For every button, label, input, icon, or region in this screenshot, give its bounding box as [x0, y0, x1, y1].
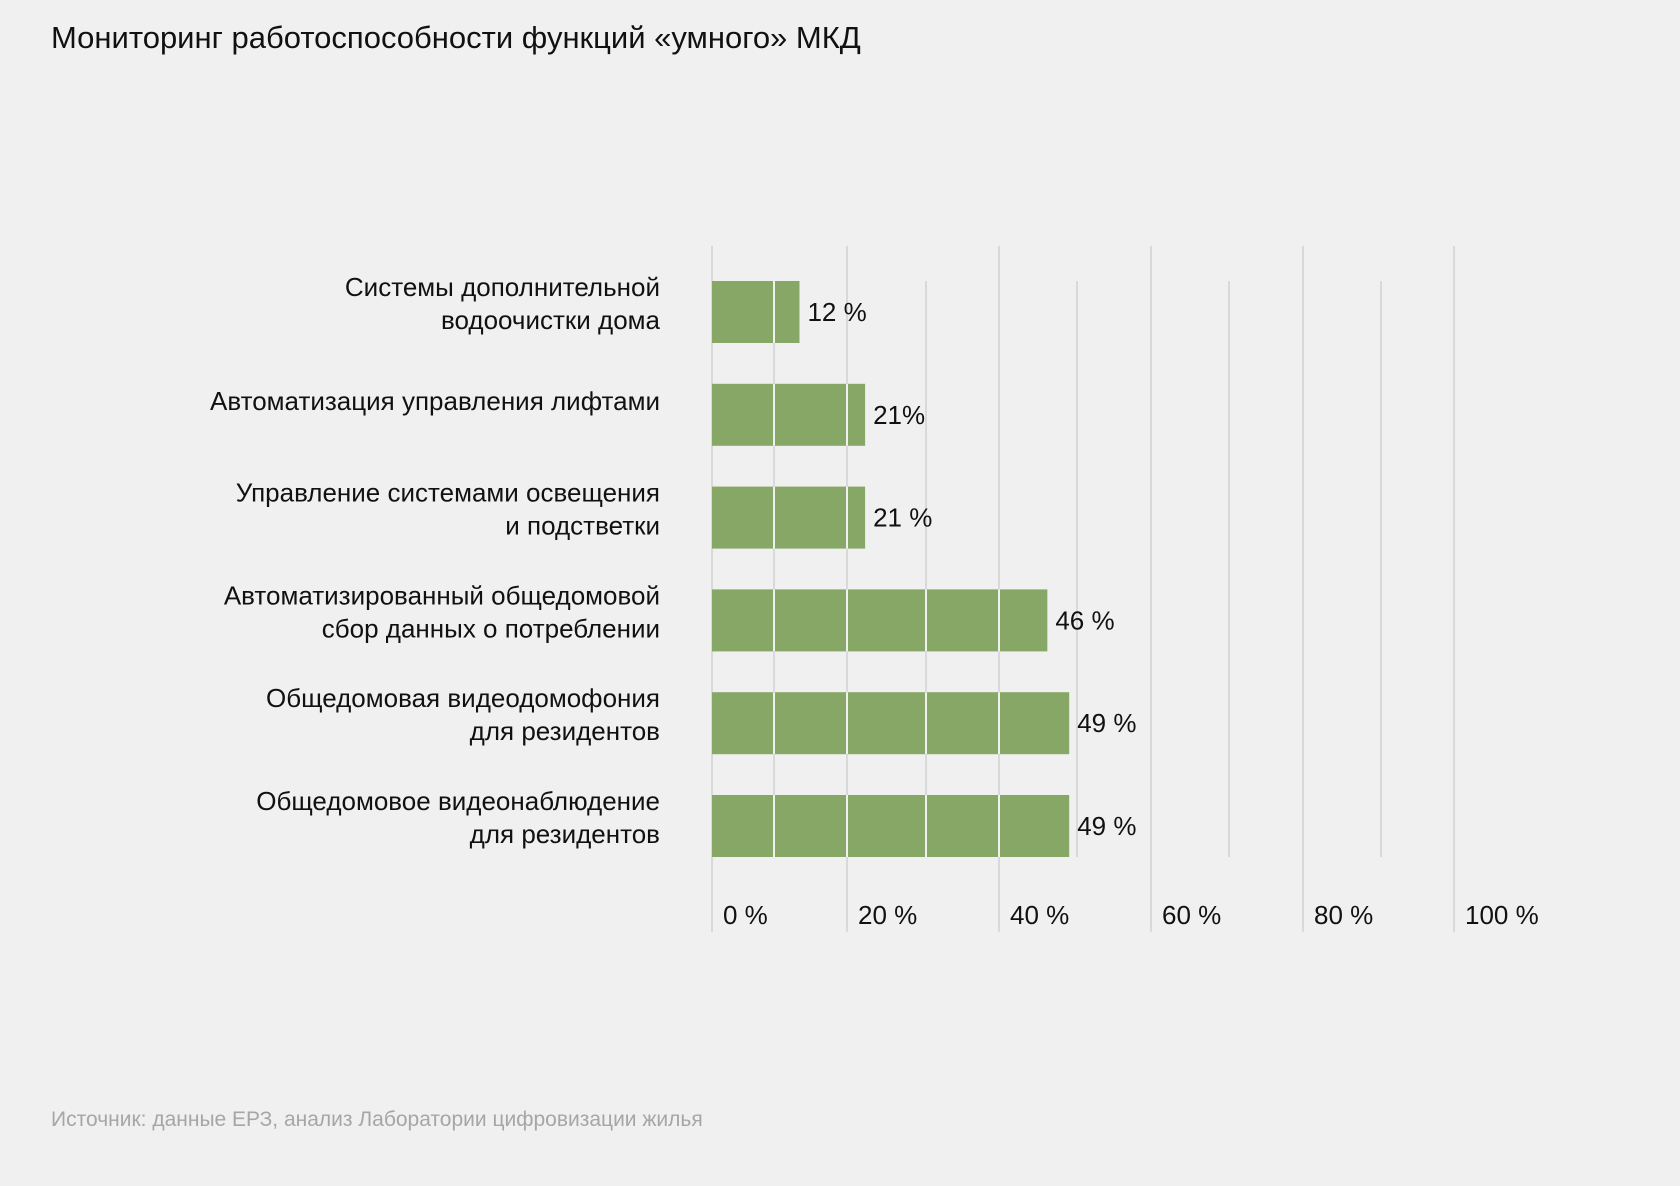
source-note: Источник: данные ЕРЗ, анализ Лаборатории…: [51, 1108, 703, 1131]
data-label: 21 %: [873, 503, 932, 533]
bar: [712, 281, 800, 343]
category-label: для резидентов: [470, 716, 660, 746]
data-label: 49 %: [1077, 708, 1136, 738]
x-tick-label: 100 %: [1465, 900, 1539, 930]
data-label: 12 %: [807, 297, 866, 327]
category-label: сбор данных о потреблении: [322, 613, 660, 643]
bar: [712, 383, 866, 446]
x-tick-label: 20 %: [858, 900, 917, 930]
data-label: 49 %: [1077, 811, 1136, 841]
x-tick-label: 60 %: [1162, 900, 1221, 930]
category-label: Общедомовая видеодомофония: [266, 683, 660, 713]
x-tick-label: 80 %: [1314, 900, 1373, 930]
category-label: и подстветки: [505, 511, 660, 541]
bar: [712, 589, 1048, 652]
data-label: 21%: [873, 400, 925, 430]
category-label: Автоматизированный общедомовой: [224, 580, 660, 610]
category-label: для резидентов: [470, 819, 660, 849]
x-tick-label: 40 %: [1010, 900, 1069, 930]
data-label: 46 %: [1055, 605, 1114, 635]
x-tick-label: 0 %: [723, 900, 768, 930]
chart-title: Мониторинг работоспособности функций «ум…: [51, 20, 861, 55]
bar: [712, 795, 1070, 857]
category-label: Автоматизация управления лифтами: [210, 386, 660, 416]
bar: [712, 486, 866, 549]
category-label: Системы дополнительной: [345, 272, 660, 302]
category-label: водоочистки дома: [441, 305, 661, 335]
category-label: Управление системами освещения: [236, 478, 660, 508]
category-label: Общедомовое видеонаблюдение: [256, 786, 660, 816]
bar: [712, 692, 1070, 755]
